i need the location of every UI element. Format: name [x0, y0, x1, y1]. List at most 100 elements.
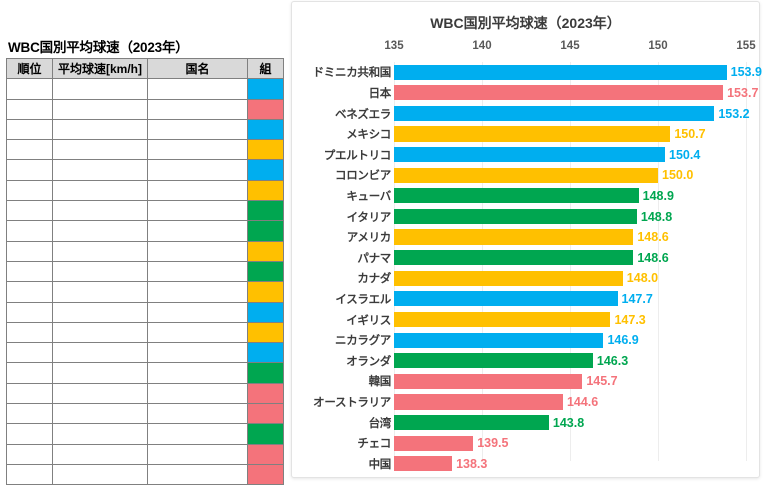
bar[interactable] [394, 311, 611, 328]
cell-country [147, 463, 248, 486]
bar[interactable] [394, 394, 563, 410]
cell-rank [6, 78, 53, 100]
bar[interactable] [394, 291, 618, 307]
chart-title: WBC国別平均球速（2023年） [430, 15, 621, 31]
bar[interactable] [394, 332, 604, 348]
cell-group [247, 321, 284, 344]
bar[interactable] [394, 270, 623, 286]
bar[interactable] [394, 147, 666, 163]
bar-value-label: 148.6 [637, 250, 669, 265]
x-axis-tick-label: 150 [648, 40, 668, 52]
cell-rank [6, 443, 53, 465]
table-row [6, 98, 284, 120]
bar-track: 139.5 [394, 433, 751, 454]
table-row [6, 443, 284, 465]
cell-country [147, 342, 248, 364]
cell-rank [6, 200, 53, 222]
cell-speed [52, 301, 148, 323]
table-row [6, 423, 284, 445]
cell-rank [6, 98, 53, 120]
bar-value-label: 143.8 [552, 415, 585, 430]
bar[interactable] [394, 456, 453, 472]
bar-track: 146.9 [394, 330, 751, 351]
cell-speed [52, 423, 148, 445]
bar-track: 150.7 [394, 124, 751, 145]
cell-rank [6, 423, 53, 445]
cell-rank [6, 240, 53, 262]
bar-row: 中国 138.3 [292, 454, 759, 475]
bar[interactable] [394, 250, 634, 266]
cell-country [147, 139, 248, 161]
bar-value-label: 150.7 [674, 127, 706, 142]
table-row [6, 260, 284, 283]
bar-row: チェコ 139.5 [292, 433, 759, 454]
bar[interactable] [394, 208, 637, 225]
table-row [6, 382, 284, 405]
cell-country [147, 200, 248, 222]
bar-track: 148.6 [394, 247, 751, 268]
table-row [6, 179, 284, 202]
cell-group [247, 301, 284, 323]
bar-value-label: 147.7 [621, 292, 653, 306]
bar[interactable] [394, 414, 549, 431]
bar-value-label: 153.7 [727, 85, 759, 100]
table-row [6, 159, 284, 181]
table-row [6, 342, 284, 364]
bar[interactable] [394, 85, 724, 101]
cell-speed [52, 78, 148, 100]
bar[interactable] [394, 435, 474, 451]
bar-value-label: 148.6 [637, 230, 669, 245]
cell-rank [6, 321, 53, 344]
plot-area: 135 140 145 150 155 ドミニカ共和国 153.9 日本 153.7 ベネズエラ… [292, 40, 762, 472]
cell-rank [6, 118, 53, 141]
cell-group [247, 260, 284, 283]
cell-group [247, 159, 284, 181]
cell-country [147, 260, 248, 283]
bar[interactable] [394, 126, 671, 142]
bar-category-label: 台湾 [368, 417, 392, 430]
cell-country [147, 179, 248, 202]
cell-speed [52, 220, 148, 242]
cell-group [247, 98, 284, 120]
cell-rank [6, 342, 53, 364]
bar-category-label: オーストラリア [313, 397, 391, 410]
bar[interactable] [394, 64, 727, 80]
cell-country [147, 118, 248, 141]
bar[interactable] [394, 373, 583, 389]
bar-track: 150.4 [394, 144, 751, 165]
cell-country [147, 321, 248, 344]
cell-rank [6, 139, 53, 161]
bar-row: ニカラグア 146.9 [292, 330, 759, 351]
cell-country [147, 423, 248, 445]
bar[interactable] [394, 229, 634, 245]
table-title: WBC国別平均球速（2023年） [8, 40, 189, 55]
cell-speed [52, 98, 148, 120]
x-axis-top: 135 140 145 150 155 [292, 40, 759, 62]
bar-value-label: 146.9 [607, 333, 639, 348]
bar-category-label: パナマ [357, 252, 391, 265]
cell-country [147, 362, 248, 384]
bar-row: プエルトリコ 150.4 [292, 144, 759, 165]
bar-row: ドミニカ共和国 153.9 [292, 62, 762, 83]
bar-track: 150.0 [394, 165, 751, 186]
cell-speed [52, 321, 148, 344]
bar-category-label: アメリカ [346, 232, 392, 245]
column-header-rank: 順位 [6, 57, 53, 80]
bar-row: 台湾 143.8 [292, 412, 759, 433]
bar-track: 146.3 [394, 351, 751, 372]
bar[interactable] [394, 167, 658, 183]
bar-row: 日本 153.7 [292, 83, 759, 104]
bar-track: 148.9 [394, 186, 751, 207]
cell-group [247, 200, 284, 222]
cell-group [247, 443, 284, 465]
bar-category-label: チェコ [357, 438, 391, 451]
cell-rank [6, 281, 53, 303]
bar[interactable] [394, 188, 639, 204]
bar-track: 153.7 [394, 83, 758, 104]
bar-category-label: ベネズエラ [335, 108, 391, 121]
cell-rank [6, 260, 53, 283]
cell-country [147, 159, 248, 181]
bar[interactable] [394, 105, 715, 121]
bar[interactable] [394, 353, 593, 369]
gridline [746, 62, 747, 461]
